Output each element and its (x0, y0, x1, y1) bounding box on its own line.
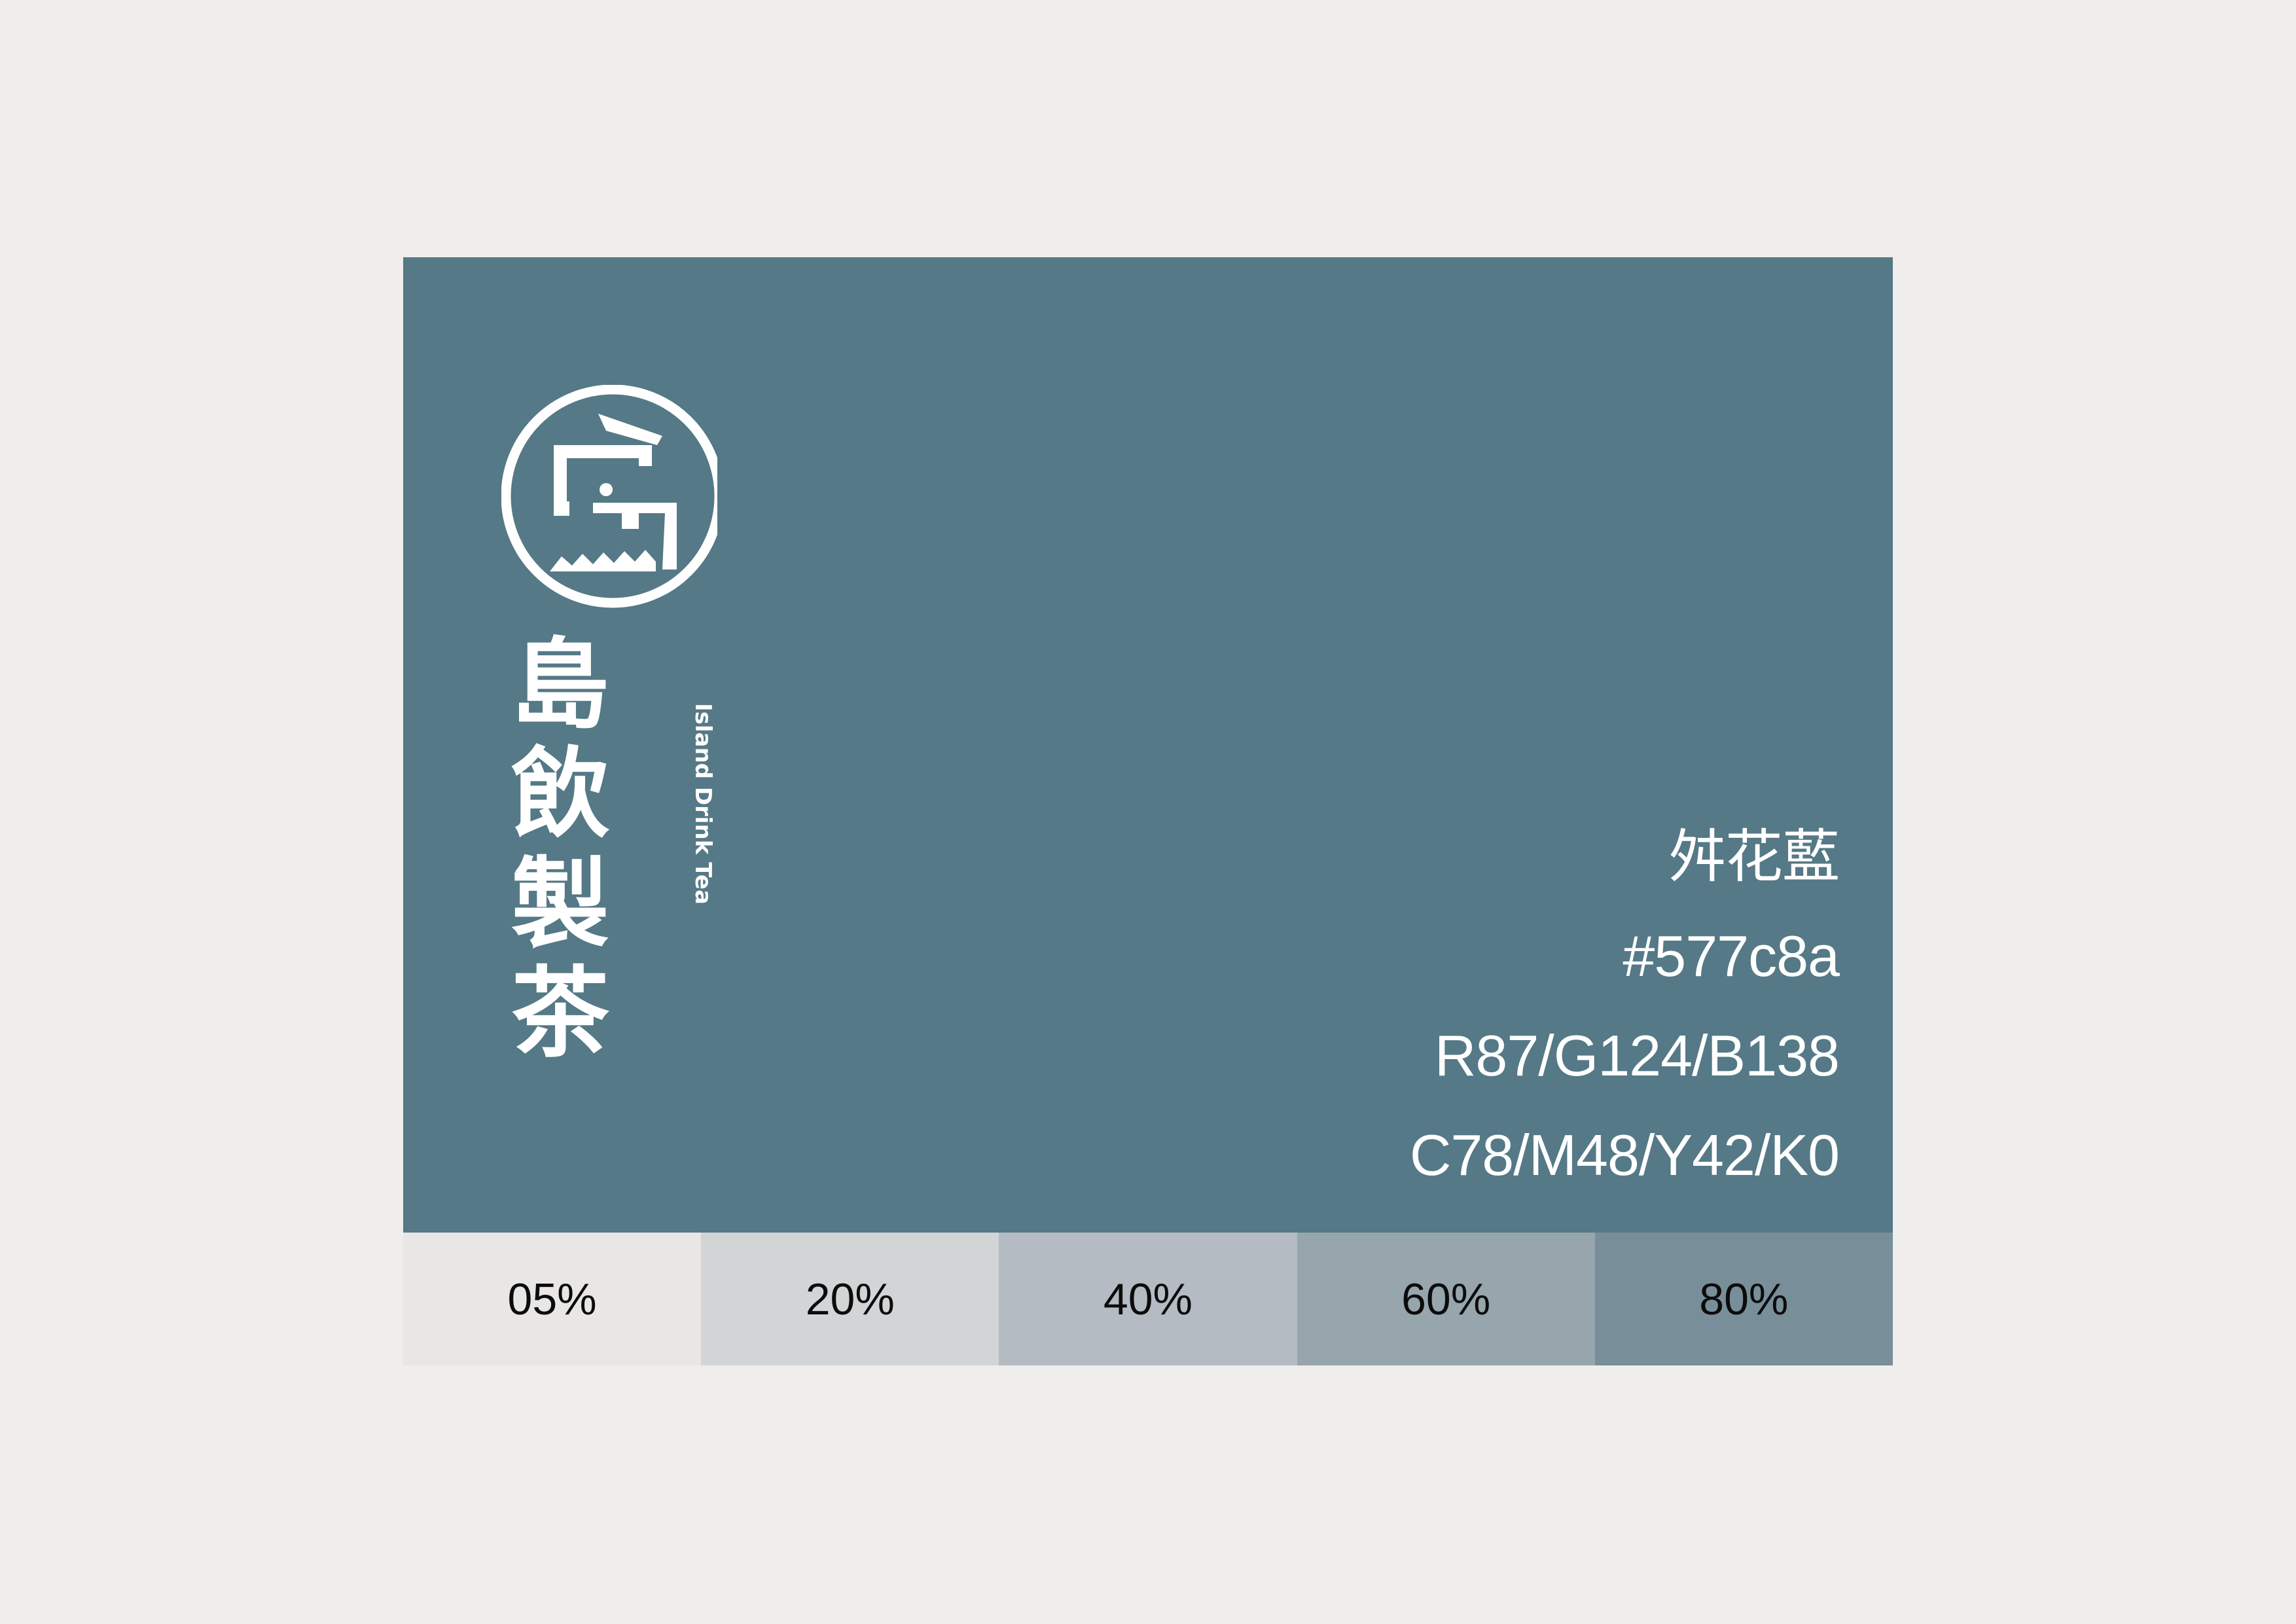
color-hex: #577c8a (1623, 924, 1840, 988)
svg-text:製: 製 (511, 848, 609, 962)
svg-text:茶: 茶 (511, 957, 610, 1071)
brand-logo-icon: 島 飲 製 茶 Island Drink Tea (501, 385, 717, 1071)
color-name: 舛花藍 (1668, 824, 1840, 889)
tint-05: 05% (403, 1233, 702, 1365)
tint-label: 60% (1401, 1274, 1491, 1324)
color-rgb: R87/G124/B138 (1434, 1023, 1840, 1088)
main-color-swatch: 島 飲 製 茶 Island Drink Tea 舛花藍 #577c8a R87… (403, 257, 1893, 1233)
tint-label: 20% (805, 1274, 895, 1324)
tint-40: 40% (999, 1233, 1297, 1365)
tint-60: 60% (1297, 1233, 1595, 1365)
tint-strip: 05% 20% 40% 60% 80% (403, 1233, 1893, 1365)
color-cmyk: C78/M48/Y42/K0 (1409, 1123, 1840, 1187)
color-card: 島 飲 製 茶 Island Drink Tea 舛花藍 #577c8a R87… (403, 257, 1893, 1365)
svg-text:島: 島 (511, 628, 609, 742)
svg-text:飲: 飲 (511, 738, 610, 852)
tint-label: 05% (507, 1274, 597, 1324)
brand-logo: 島 飲 製 茶 Island Drink Tea (501, 385, 717, 1098)
tint-80: 80% (1594, 1233, 1893, 1365)
color-info: 舛花藍 #577c8a R87/G124/B138 C78/M48/Y42/K0 (1185, 807, 1840, 1205)
svg-text:Island Drink Tea: Island Drink Tea (690, 703, 716, 905)
tint-label: 80% (1699, 1274, 1789, 1324)
tint-label: 40% (1103, 1274, 1193, 1324)
tint-20: 20% (701, 1233, 999, 1365)
